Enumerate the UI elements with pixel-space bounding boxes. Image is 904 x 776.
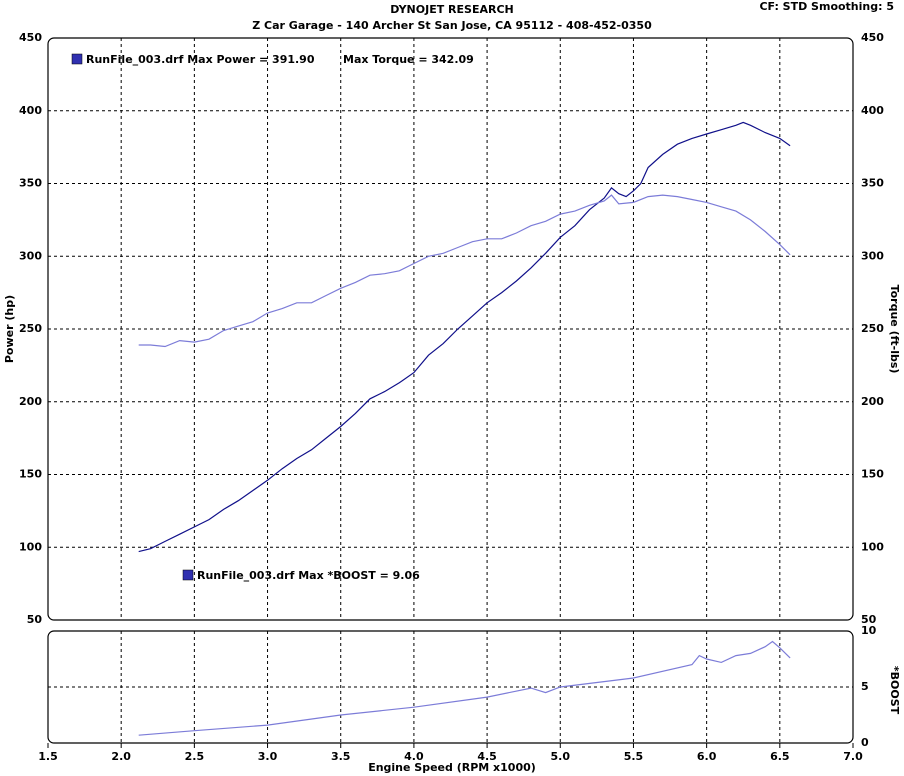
boost-axis-label: *BOOST [888, 666, 901, 715]
x-axis-label: Engine Speed (RPM x1000) [368, 761, 536, 774]
x-tick-label: 2.5 [185, 750, 205, 763]
annotation: RunFile_003.drf Max Power = 391.90 [86, 53, 315, 66]
annotation: Max Torque = 342.09 [343, 53, 474, 66]
y2-tick-label: 0 [861, 736, 869, 749]
y-tick-label: 300 [19, 249, 42, 262]
x-tick-label: 6.0 [697, 750, 717, 763]
y2-tick-label: 5 [861, 680, 869, 693]
y2-tick-label: 300 [861, 249, 884, 262]
y2-tick-label: 200 [861, 395, 884, 408]
y-tick-label: 150 [19, 468, 42, 481]
y-axis-label: Power (hp) [3, 295, 16, 363]
y-tick-label: 100 [19, 540, 42, 553]
data-line [138, 640, 791, 736]
chart-subtitle: Z Car Garage - 140 Archer St San Jose, C… [252, 19, 652, 32]
y2-tick-label: 250 [861, 322, 884, 335]
x-tick-label: 4.0 [404, 750, 424, 763]
y2-tick-label: 400 [861, 104, 884, 117]
x-tick-label: 5.0 [551, 750, 571, 763]
y2-tick-label: 50 [861, 613, 877, 626]
legend-icon [182, 569, 194, 581]
y2-tick-label: 150 [861, 468, 884, 481]
y2-tick-label: 350 [861, 177, 884, 190]
y2-tick-label: 100 [861, 540, 884, 553]
y2-axis-label: Torque (ft-lbs) [888, 285, 901, 374]
x-tick-label: 3.5 [331, 750, 351, 763]
y-tick-label: 50 [27, 613, 43, 626]
x-tick-label: 7.0 [843, 750, 863, 763]
x-tick-label: 2.0 [111, 750, 131, 763]
chart-title: DYNOJET RESEARCH [390, 3, 513, 16]
y-tick-label: 250 [19, 322, 42, 335]
x-tick-label: 1.5 [38, 750, 58, 763]
x-tick-label: 5.5 [624, 750, 644, 763]
x-tick-label: 4.5 [477, 750, 497, 763]
data-line [138, 194, 791, 348]
y-tick-label: 400 [19, 104, 42, 117]
data-line [138, 121, 791, 553]
x-tick-label: 3.0 [258, 750, 278, 763]
legend-icon [71, 53, 83, 65]
y-tick-label: 350 [19, 177, 42, 190]
y-tick-label: 200 [19, 395, 42, 408]
y-tick-label: 450 [19, 31, 42, 44]
x-tick-label: 6.5 [770, 750, 790, 763]
settings-label: CF: STD Smoothing: 5 [759, 0, 894, 13]
y2-tick-label: 10 [861, 624, 877, 637]
y2-tick-label: 450 [861, 31, 884, 44]
annotation: RunFile_003.drf Max *BOOST = 9.06 [197, 569, 420, 582]
